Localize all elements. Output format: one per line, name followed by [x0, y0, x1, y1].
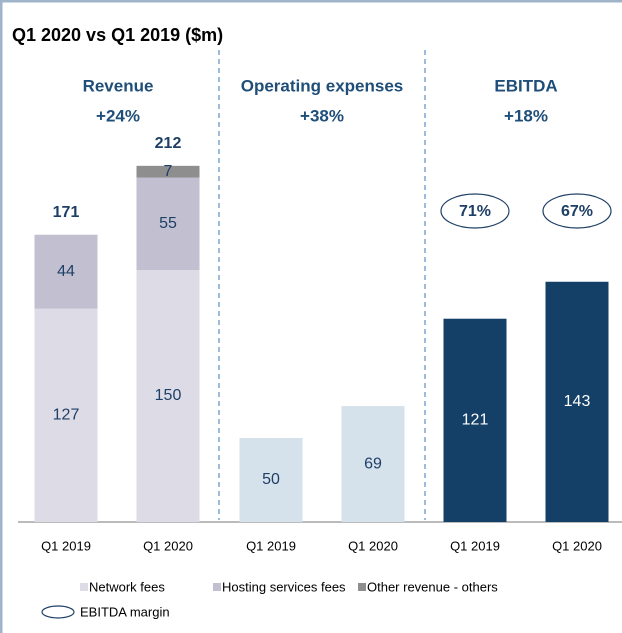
- x-tick-label: Q1 2019: [41, 538, 91, 553]
- x-tick-label: Q1 2020: [143, 538, 193, 553]
- x-tick-label: Q1 2019: [450, 538, 500, 553]
- margin-ellipse: [440, 193, 510, 229]
- legend-label: Hosting services fees: [222, 579, 346, 594]
- panel-title: Revenue: [83, 76, 154, 95]
- data-label: 150: [155, 387, 182, 404]
- panel-subtitle: +38%: [300, 106, 344, 125]
- bar: [545, 281, 609, 522]
- panel-subtitle: +24%: [96, 106, 140, 125]
- legend-swatch: [80, 583, 88, 591]
- bar: [341, 406, 405, 522]
- data-label: 55: [159, 215, 177, 232]
- panel-title: EBITDA: [494, 76, 557, 95]
- data-label: 44: [57, 263, 75, 280]
- panel-subtitle: +18%: [504, 106, 548, 125]
- data-label: 143: [564, 393, 591, 410]
- bar-segment: [34, 234, 98, 309]
- legend-swatch: [358, 583, 366, 591]
- legend-label: Other revenue - others: [367, 579, 498, 594]
- bar-segment: [136, 270, 200, 522]
- legend-swatch: [213, 583, 221, 591]
- bar-segment: [136, 177, 200, 270]
- legend-label: Network fees: [89, 579, 165, 594]
- total-label: 171: [53, 204, 80, 221]
- margin-label: 71%: [459, 203, 491, 220]
- data-label: 121: [462, 412, 489, 429]
- bar: [239, 438, 303, 522]
- bar-segment: [34, 308, 98, 522]
- data-label: 127: [53, 407, 80, 424]
- bar-segment: [136, 165, 200, 178]
- legend-ellipse: [41, 605, 75, 619]
- x-tick-label: Q1 2019: [246, 538, 296, 553]
- x-tick-label: Q1 2020: [552, 538, 602, 553]
- data-label: 50: [262, 471, 280, 488]
- margin-ellipse: [542, 193, 612, 229]
- x-tick-label: Q1 2020: [348, 538, 398, 553]
- chart-title: Q1 2020 vs Q1 2019 ($m): [12, 25, 223, 45]
- data-label: 7: [164, 163, 173, 180]
- margin-label: 67%: [561, 203, 593, 220]
- legend-label: EBITDA margin: [80, 604, 170, 619]
- panel-title: Operating expenses: [241, 76, 404, 95]
- bar: [443, 318, 507, 522]
- total-label: 212: [155, 135, 182, 152]
- data-label: 69: [364, 455, 382, 472]
